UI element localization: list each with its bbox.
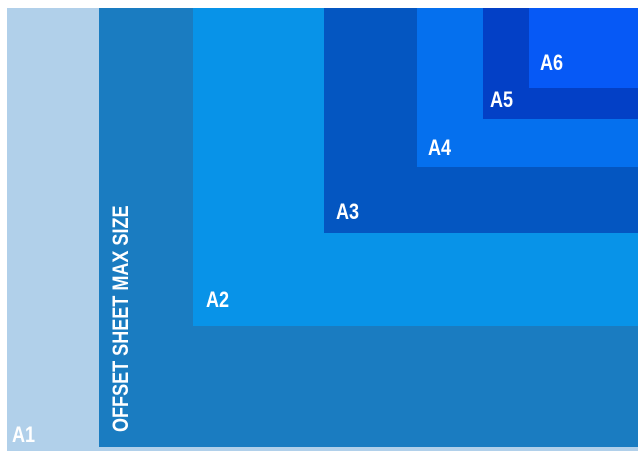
- sheet-a6-label: A6: [540, 50, 564, 75]
- sheet-a4-label: A4: [428, 135, 452, 160]
- sheet-a6-area: [529, 8, 638, 88]
- sheet-a2-label: A2: [206, 287, 230, 312]
- sheet-a5-label: A5: [490, 87, 514, 112]
- offset-sheet-max-size-label: OFFSET SHEET MAX SIZE: [108, 205, 133, 432]
- sheet-a1-label: A1: [12, 422, 36, 447]
- sheet-a3-label: A3: [336, 199, 360, 224]
